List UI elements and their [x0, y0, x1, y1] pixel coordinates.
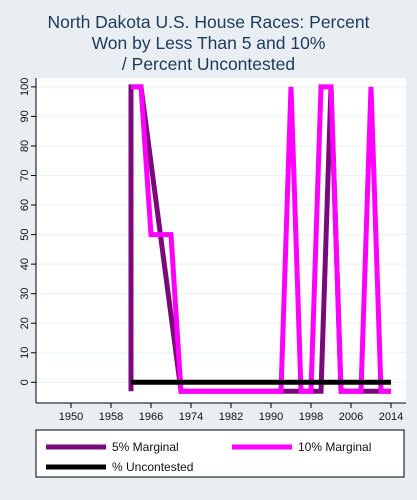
series-line-10-marginal	[131, 84, 391, 394]
x-tick-label: 1966	[139, 411, 163, 423]
y-tick-label: 60	[19, 199, 31, 211]
y-tick-label: 30	[19, 288, 31, 300]
x-tick-label: 1990	[259, 411, 283, 423]
title-line: Won by Less Than 5 and 10%	[92, 33, 326, 53]
x-tick-label: 1982	[219, 411, 243, 423]
x-tick-label: 2006	[339, 411, 363, 423]
y-tick-label: 70	[19, 169, 31, 181]
y-tick-label: 80	[19, 140, 31, 152]
chart-title: North Dakota U.S. House Races: PercentWo…	[48, 12, 370, 74]
y-tick-label: 20	[19, 317, 31, 329]
y-tick-label: 0	[19, 379, 31, 385]
legend-label: 10% Marginal	[298, 440, 371, 454]
y-tick-label: 40	[19, 258, 31, 270]
legend-label: % Uncontested	[112, 460, 193, 474]
y-tick-label: 90	[19, 110, 31, 122]
x-tick-label: 1950	[59, 411, 83, 423]
plot-area	[36, 78, 406, 403]
y-tick-label: 50	[19, 228, 31, 240]
grid	[36, 86, 406, 383]
x-tick-label: 1974	[179, 411, 203, 423]
y-tick-label: 100	[19, 78, 31, 96]
x-tick-label: 2014	[379, 411, 403, 423]
axes: 0 10 20 30 40 50 60 70 80 90 100 1950 1958 1966 1974 19…	[19, 78, 406, 423]
title-line: North Dakota U.S. House Races: Percent	[48, 12, 370, 32]
x-tick-label: 1998	[299, 411, 323, 423]
series-lines	[128, 84, 391, 394]
legend-label: 5% Marginal	[112, 440, 179, 454]
title-line: / Percent Uncontested	[122, 54, 295, 74]
y-tick-label: 10	[19, 347, 31, 359]
legend: 5% Marginal 10% Marginal % Uncontested	[35, 429, 405, 478]
x-tick-label: 1958	[99, 411, 123, 423]
